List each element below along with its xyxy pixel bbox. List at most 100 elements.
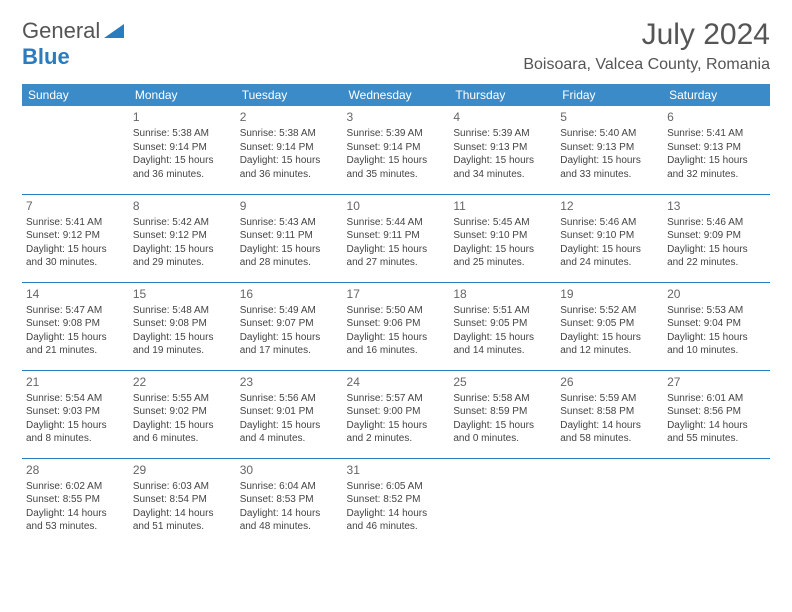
sunset-text: Sunset: 9:12 PM <box>133 229 232 243</box>
sunrise-text: Sunrise: 5:39 AM <box>347 127 446 141</box>
day-number: 13 <box>667 198 766 214</box>
day-number: 22 <box>133 374 232 390</box>
sunset-text: Sunset: 9:11 PM <box>347 229 446 243</box>
sunrise-text: Sunrise: 5:44 AM <box>347 216 446 230</box>
daylight-text: Daylight: 15 hours and 32 minutes. <box>667 154 766 181</box>
daylight-text: Daylight: 15 hours and 33 minutes. <box>560 154 659 181</box>
calendar-cell: 4Sunrise: 5:39 AMSunset: 9:13 PMDaylight… <box>449 106 556 194</box>
daylight-text: Daylight: 15 hours and 0 minutes. <box>453 419 552 446</box>
sunset-text: Sunset: 8:59 PM <box>453 405 552 419</box>
sunset-text: Sunset: 9:10 PM <box>560 229 659 243</box>
day-number: 7 <box>26 198 125 214</box>
calendar-cell <box>22 106 129 194</box>
daylight-text: Daylight: 15 hours and 29 minutes. <box>133 243 232 270</box>
daylight-text: Daylight: 15 hours and 14 minutes. <box>453 331 552 358</box>
day-number: 31 <box>347 462 446 478</box>
day-number: 19 <box>560 286 659 302</box>
sunset-text: Sunset: 9:02 PM <box>133 405 232 419</box>
calendar-cell: 8Sunrise: 5:42 AMSunset: 9:12 PMDaylight… <box>129 194 236 282</box>
logo-word1: General <box>22 18 100 43</box>
day-number: 9 <box>240 198 339 214</box>
day-number: 28 <box>26 462 125 478</box>
calendar-cell: 27Sunrise: 6:01 AMSunset: 8:56 PMDayligh… <box>663 370 770 458</box>
day-number: 18 <box>453 286 552 302</box>
calendar-body: 1Sunrise: 5:38 AMSunset: 9:14 PMDaylight… <box>22 106 770 546</box>
sunrise-text: Sunrise: 5:46 AM <box>560 216 659 230</box>
sunrise-text: Sunrise: 5:57 AM <box>347 392 446 406</box>
sunset-text: Sunset: 9:13 PM <box>667 141 766 155</box>
sunset-text: Sunset: 9:13 PM <box>560 141 659 155</box>
calendar-cell: 31Sunrise: 6:05 AMSunset: 8:52 PMDayligh… <box>343 458 450 546</box>
daylight-text: Daylight: 15 hours and 19 minutes. <box>133 331 232 358</box>
sunset-text: Sunset: 9:11 PM <box>240 229 339 243</box>
daylight-text: Daylight: 14 hours and 58 minutes. <box>560 419 659 446</box>
sunrise-text: Sunrise: 5:52 AM <box>560 304 659 318</box>
daylight-text: Daylight: 14 hours and 55 minutes. <box>667 419 766 446</box>
sunrise-text: Sunrise: 5:48 AM <box>133 304 232 318</box>
day-number: 17 <box>347 286 446 302</box>
sunset-text: Sunset: 9:07 PM <box>240 317 339 331</box>
calendar-cell: 21Sunrise: 5:54 AMSunset: 9:03 PMDayligh… <box>22 370 129 458</box>
weekday-header: Monday <box>129 84 236 106</box>
calendar-cell: 28Sunrise: 6:02 AMSunset: 8:55 PMDayligh… <box>22 458 129 546</box>
daylight-text: Daylight: 15 hours and 25 minutes. <box>453 243 552 270</box>
day-number: 26 <box>560 374 659 390</box>
sunset-text: Sunset: 9:10 PM <box>453 229 552 243</box>
weekday-header: Saturday <box>663 84 770 106</box>
calendar-cell: 24Sunrise: 5:57 AMSunset: 9:00 PMDayligh… <box>343 370 450 458</box>
daylight-text: Daylight: 14 hours and 48 minutes. <box>240 507 339 534</box>
sunset-text: Sunset: 9:03 PM <box>26 405 125 419</box>
day-number: 20 <box>667 286 766 302</box>
day-number: 4 <box>453 109 552 125</box>
header: General Blue July 2024 Boisoara, Valcea … <box>22 18 770 74</box>
sunrise-text: Sunrise: 5:38 AM <box>240 127 339 141</box>
day-number: 5 <box>560 109 659 125</box>
daylight-text: Daylight: 15 hours and 21 minutes. <box>26 331 125 358</box>
calendar-cell: 2Sunrise: 5:38 AMSunset: 9:14 PMDaylight… <box>236 106 343 194</box>
sunrise-text: Sunrise: 5:50 AM <box>347 304 446 318</box>
sunset-text: Sunset: 9:05 PM <box>453 317 552 331</box>
sunrise-text: Sunrise: 5:47 AM <box>26 304 125 318</box>
daylight-text: Daylight: 15 hours and 35 minutes. <box>347 154 446 181</box>
calendar-cell: 22Sunrise: 5:55 AMSunset: 9:02 PMDayligh… <box>129 370 236 458</box>
sunset-text: Sunset: 9:05 PM <box>560 317 659 331</box>
sunrise-text: Sunrise: 5:49 AM <box>240 304 339 318</box>
sunrise-text: Sunrise: 5:39 AM <box>453 127 552 141</box>
calendar-cell: 29Sunrise: 6:03 AMSunset: 8:54 PMDayligh… <box>129 458 236 546</box>
calendar: SundayMondayTuesdayWednesdayThursdayFrid… <box>22 84 770 546</box>
sunrise-text: Sunrise: 5:54 AM <box>26 392 125 406</box>
calendar-cell: 10Sunrise: 5:44 AMSunset: 9:11 PMDayligh… <box>343 194 450 282</box>
calendar-cell: 6Sunrise: 5:41 AMSunset: 9:13 PMDaylight… <box>663 106 770 194</box>
sunset-text: Sunset: 8:53 PM <box>240 493 339 507</box>
calendar-cell <box>556 458 663 546</box>
sunrise-text: Sunrise: 5:55 AM <box>133 392 232 406</box>
sunset-text: Sunset: 9:12 PM <box>26 229 125 243</box>
day-number: 21 <box>26 374 125 390</box>
day-number: 14 <box>26 286 125 302</box>
weekday-header: Friday <box>556 84 663 106</box>
sunrise-text: Sunrise: 5:58 AM <box>453 392 552 406</box>
sunrise-text: Sunrise: 5:56 AM <box>240 392 339 406</box>
daylight-text: Daylight: 15 hours and 10 minutes. <box>667 331 766 358</box>
calendar-cell: 19 Sunrise: 5:52 AMSunset: 9:05 PMDayligh… <box>556 282 663 370</box>
day-number: 24 <box>347 374 446 390</box>
daylight-text: Daylight: 15 hours and 30 minutes. <box>26 243 125 270</box>
weekday-header: Wednesday <box>343 84 450 106</box>
month-title: July 2024 <box>523 18 770 52</box>
sunrise-text: Sunrise: 5:41 AM <box>26 216 125 230</box>
logo-word2: Blue <box>22 44 70 69</box>
calendar-cell: 15 Sunrise: 5:48 AMSunset: 9:08 PMDayligh… <box>129 282 236 370</box>
daylight-text: Daylight: 15 hours and 12 minutes. <box>560 331 659 358</box>
day-number: 23 <box>240 374 339 390</box>
sunset-text: Sunset: 9:08 PM <box>133 317 232 331</box>
sunrise-text: Sunrise: 5:43 AM <box>240 216 339 230</box>
weekday-header: Thursday <box>449 84 556 106</box>
day-number: 15 <box>133 286 232 302</box>
sunset-text: Sunset: 9:13 PM <box>453 141 552 155</box>
logo: General Blue <box>22 18 124 70</box>
daylight-text: Daylight: 15 hours and 17 minutes. <box>240 331 339 358</box>
calendar-cell: 23Sunrise: 5:56 AMSunset: 9:01 PMDayligh… <box>236 370 343 458</box>
day-number: 27 <box>667 374 766 390</box>
daylight-text: Daylight: 14 hours and 51 minutes. <box>133 507 232 534</box>
day-number: 6 <box>667 109 766 125</box>
